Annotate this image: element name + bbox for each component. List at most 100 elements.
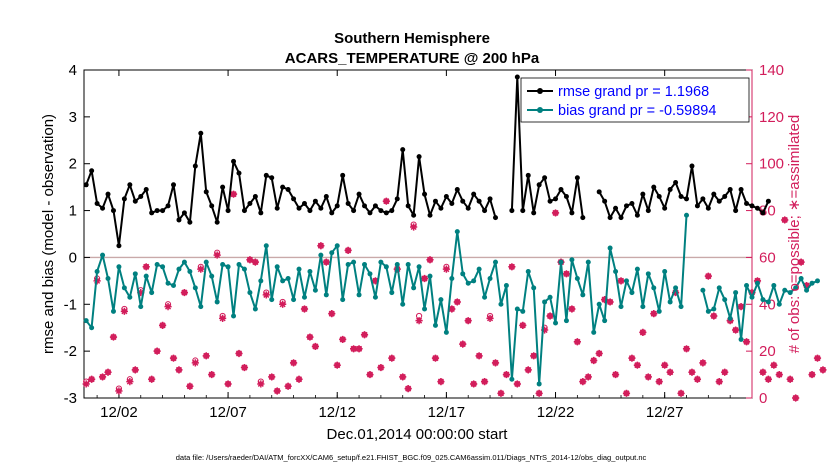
y-tick-label: 4	[69, 62, 77, 79]
possible-obs-marker	[612, 371, 619, 378]
rmse-point	[640, 191, 646, 197]
possible-obs-marker	[214, 249, 221, 256]
bias-point	[301, 294, 307, 300]
rmse-point	[127, 182, 133, 188]
rmse-point	[618, 215, 624, 221]
rmse-point	[138, 194, 144, 200]
bias-point	[760, 297, 766, 303]
rmse-point	[372, 203, 378, 209]
bias-point	[673, 285, 679, 291]
bias-point	[536, 381, 542, 387]
bias-point	[705, 308, 711, 314]
rmse-point	[323, 194, 329, 200]
assimilated-obs-marker	[792, 394, 800, 402]
rmse-point	[520, 208, 526, 214]
rmse-point	[312, 198, 318, 204]
bias-point	[116, 264, 122, 270]
bias-point	[634, 266, 640, 272]
possible-obs-marker	[126, 376, 133, 383]
bias-point	[733, 290, 739, 296]
rmse-point	[673, 179, 679, 185]
assimilated-obs-marker	[371, 277, 380, 285]
x-tick-label: 12/07	[209, 404, 247, 421]
assimilated-obs-marker	[530, 352, 538, 360]
assimilated-obs-marker	[590, 356, 598, 365]
bias-line	[701, 277, 818, 341]
assimilated-obs-marker	[355, 345, 363, 353]
assimilated-obs-marker	[513, 380, 521, 388]
assimilated-obs-marker	[622, 389, 631, 397]
possible-obs-marker	[197, 263, 204, 270]
bias-point	[476, 266, 482, 272]
possible-obs-marker	[530, 352, 537, 359]
possible-obs-marker	[252, 259, 259, 266]
bias-point	[362, 261, 368, 267]
rmse-point	[165, 203, 171, 209]
rmse-point	[525, 172, 531, 178]
possible-obs-marker	[345, 247, 352, 254]
bias-point	[623, 278, 629, 284]
possible-obs-marker	[170, 355, 177, 362]
y-tick-label: 3	[69, 109, 77, 126]
bias-point	[471, 278, 477, 284]
bias-point	[225, 264, 231, 270]
possible-obs-marker	[814, 355, 821, 362]
bias-point	[651, 285, 657, 291]
possible-obs-marker	[192, 357, 199, 364]
bias-point	[274, 264, 280, 270]
bias-point	[192, 285, 198, 291]
assimilated-obs-marker	[775, 370, 783, 379]
possible-obs-marker	[514, 380, 521, 388]
assimilated-obs-marker	[246, 256, 254, 264]
assimilated-obs-marker	[764, 375, 772, 383]
rmse-point	[209, 203, 215, 209]
rmse-point	[645, 208, 651, 214]
assimilated-obs-marker	[109, 333, 118, 341]
bias-point	[591, 329, 597, 335]
bias-point	[525, 268, 531, 274]
possible-obs-marker	[246, 256, 254, 263]
bias-point	[176, 266, 182, 272]
rmse-point	[285, 186, 291, 192]
rmse-point	[569, 210, 575, 216]
assimilated-obs-marker	[350, 345, 358, 353]
rmse-point	[263, 172, 269, 178]
possible-obs-marker	[268, 373, 275, 381]
bias-point	[307, 268, 313, 274]
possible-obs-marker	[121, 305, 128, 313]
bias-point	[181, 259, 187, 265]
assimilated-obs-marker	[617, 277, 625, 285]
assimilated-obs-marker	[573, 338, 581, 346]
possible-obs-marker	[716, 378, 723, 385]
bias-point	[231, 313, 237, 319]
possible-obs-marker	[285, 383, 292, 390]
assimilated-obs-marker	[399, 373, 407, 381]
bias-point	[547, 294, 553, 300]
assimilated-obs-marker	[535, 389, 543, 397]
possible-obs-marker	[279, 298, 286, 306]
possible-obs-marker	[415, 312, 423, 320]
possible-obs-marker	[568, 305, 576, 313]
bias-point	[809, 280, 815, 286]
bias-point	[110, 308, 116, 314]
assimilated-obs-marker	[508, 263, 516, 271]
bias-point	[247, 290, 253, 296]
assimilated-obs-marker	[650, 310, 658, 318]
possible-obs-marker	[661, 362, 668, 369]
assimilated-obs-marker	[584, 373, 592, 381]
assimilated-obs-marker	[655, 378, 663, 386]
bias-point	[574, 276, 580, 282]
rmse-point	[258, 210, 264, 216]
rmse-point	[460, 198, 466, 204]
rmse-point	[89, 168, 95, 174]
bias-point	[645, 271, 651, 277]
possible-obs-marker	[579, 378, 586, 385]
assimilated-obs-marker	[404, 385, 412, 393]
bias-point	[220, 261, 226, 267]
possible-obs-marker	[377, 364, 384, 371]
bias-point	[323, 292, 329, 298]
bias-point	[203, 259, 209, 265]
assimilated-obs-marker	[595, 349, 603, 358]
assimilated-obs-marker	[289, 359, 298, 367]
bias-point	[656, 308, 662, 314]
